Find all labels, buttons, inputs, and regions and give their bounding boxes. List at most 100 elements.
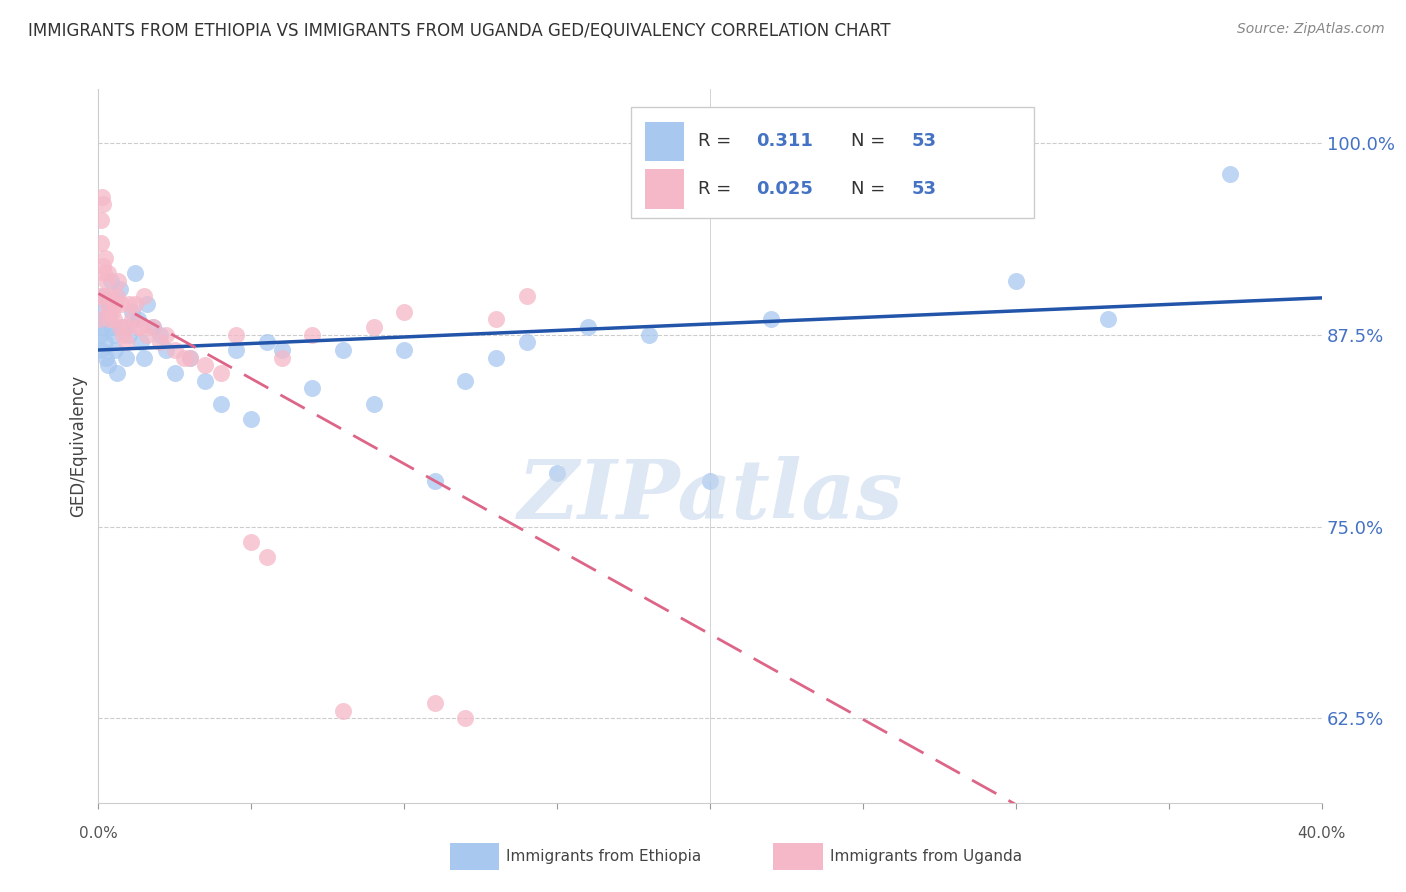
Point <box>134 351 156 365</box>
Point <box>105 289 128 303</box>
Point <box>108 282 131 296</box>
Point <box>127 320 149 334</box>
Point <box>94 351 117 365</box>
Point <box>576 320 599 334</box>
Point <box>89 289 111 303</box>
Text: Immigrants from Ethiopia: Immigrants from Ethiopia <box>506 849 702 863</box>
Point <box>225 343 247 357</box>
Text: 53: 53 <box>912 180 936 198</box>
Point <box>129 335 152 350</box>
Point <box>101 304 124 318</box>
Point <box>98 297 121 311</box>
Point <box>392 343 416 357</box>
Text: Source: ZipAtlas.com: Source: ZipAtlas.com <box>1237 22 1385 37</box>
Point <box>301 381 323 395</box>
Point <box>136 327 159 342</box>
FancyBboxPatch shape <box>630 107 1035 218</box>
Point <box>111 320 134 334</box>
Point <box>485 312 508 326</box>
Point <box>91 304 114 318</box>
Point <box>91 189 114 203</box>
Point <box>89 312 111 326</box>
Point <box>115 320 138 334</box>
Point <box>108 320 131 334</box>
Point <box>94 274 117 288</box>
Point <box>103 327 125 342</box>
Point <box>392 304 416 318</box>
Y-axis label: GED/Equivalency: GED/Equivalency <box>69 375 87 517</box>
Point <box>423 696 446 710</box>
Point <box>103 312 125 326</box>
Point <box>173 351 195 365</box>
Point <box>91 289 114 303</box>
Point <box>97 266 120 280</box>
Point <box>111 327 134 342</box>
Point <box>179 351 201 365</box>
Point <box>256 335 278 350</box>
Point <box>91 259 114 273</box>
Point <box>546 466 568 480</box>
Point <box>637 327 661 342</box>
Point <box>270 351 294 365</box>
Point <box>121 312 143 326</box>
Point <box>104 297 127 311</box>
Point <box>240 535 263 549</box>
Point <box>1004 274 1026 288</box>
Point <box>149 335 172 350</box>
Point <box>98 312 121 326</box>
Point <box>209 397 232 411</box>
Point <box>129 320 152 334</box>
Point <box>136 297 159 311</box>
Point <box>104 343 127 357</box>
Point <box>149 327 172 342</box>
Point <box>225 327 247 342</box>
Point <box>98 304 121 318</box>
Point <box>90 235 112 250</box>
Point <box>90 320 112 334</box>
Point <box>93 251 115 265</box>
Point <box>516 289 538 303</box>
Point <box>124 266 146 280</box>
Point <box>699 474 721 488</box>
Text: ZIPatlas: ZIPatlas <box>517 456 903 536</box>
Point <box>363 320 385 334</box>
Point <box>94 289 117 303</box>
Text: 0.311: 0.311 <box>756 132 814 150</box>
Point <box>96 297 118 311</box>
Point <box>121 304 143 318</box>
Text: R =: R = <box>697 132 737 150</box>
Point <box>90 212 112 227</box>
Text: N =: N = <box>851 132 890 150</box>
Point <box>761 312 783 326</box>
Point <box>134 289 156 303</box>
Point <box>256 550 278 565</box>
Text: 40.0%: 40.0% <box>1298 826 1346 841</box>
Text: 0.025: 0.025 <box>756 180 814 198</box>
Point <box>209 366 232 380</box>
Point <box>89 327 111 342</box>
Text: 53: 53 <box>912 132 936 150</box>
Text: 0.0%: 0.0% <box>79 826 118 841</box>
Point <box>91 197 114 211</box>
Point <box>115 351 138 365</box>
Text: IMMIGRANTS FROM ETHIOPIA VS IMMIGRANTS FROM UGANDA GED/EQUIVALENCY CORRELATION C: IMMIGRANTS FROM ETHIOPIA VS IMMIGRANTS F… <box>28 22 890 40</box>
Point <box>516 335 538 350</box>
Point <box>270 343 294 357</box>
Point <box>142 320 165 334</box>
Point <box>124 297 146 311</box>
Point <box>90 343 112 357</box>
Point <box>1219 167 1241 181</box>
Point <box>423 474 446 488</box>
Point <box>127 312 149 326</box>
Point <box>142 320 165 334</box>
Text: Immigrants from Uganda: Immigrants from Uganda <box>830 849 1022 863</box>
Point <box>194 374 217 388</box>
Point <box>100 274 122 288</box>
Point <box>93 312 115 326</box>
Point <box>240 412 263 426</box>
Point <box>155 327 177 342</box>
Point <box>332 704 354 718</box>
Point <box>454 711 477 725</box>
Point <box>1097 312 1119 326</box>
Text: N =: N = <box>851 180 890 198</box>
